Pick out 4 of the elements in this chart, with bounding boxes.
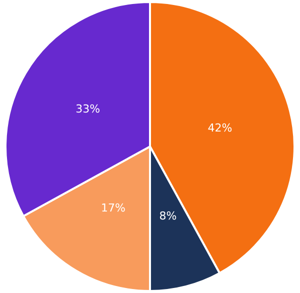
data-label: 17% (100, 202, 126, 215)
data-label: 8% (159, 209, 177, 222)
data-label: 33% (76, 102, 100, 116)
data-label: 42% (208, 121, 232, 134)
